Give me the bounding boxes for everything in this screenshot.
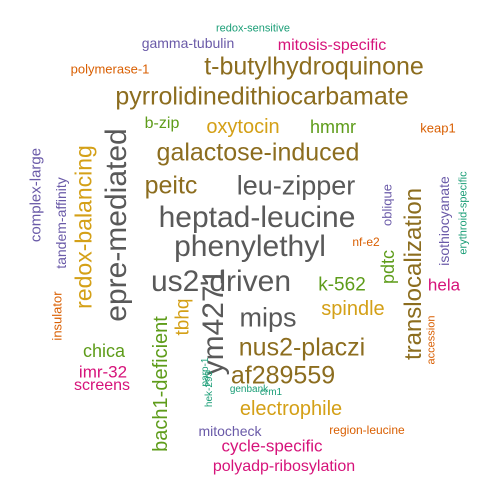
word-bach1-deficient: bach1-deficient: [150, 316, 172, 452]
word-us2-driven: us2-driven: [150, 265, 292, 298]
word-peitc: peitc: [144, 171, 198, 200]
word-mitocheck: mitocheck: [198, 423, 262, 439]
word-erythroid-specific: erythroid-specific: [457, 171, 470, 255]
word-leu-zipper: leu-zipper: [236, 170, 356, 201]
word-region-leucine: region-leucine: [329, 423, 405, 437]
word-translocalization: translocalization: [400, 187, 427, 361]
word-hmmr: hmmr: [310, 117, 356, 137]
word-phenylethyl: phenylethyl: [174, 230, 326, 263]
word-chica: chica: [82, 341, 126, 361]
word-oblique: oblique: [379, 184, 395, 226]
word-hek-293: hek-293: [204, 370, 215, 408]
word-polymerase-1: polymerase-1: [70, 61, 150, 77]
word-electrophile: electrophile: [239, 398, 343, 420]
word-mips: mips: [239, 302, 297, 333]
word-gamma-tubulin: gamma-tubulin: [141, 35, 235, 51]
word-hela: hela: [427, 275, 461, 295]
word-pdtc: pdtc: [378, 249, 398, 285]
word-cycle-specific: cycle-specific: [221, 436, 323, 456]
word-spindle: spindle: [321, 298, 385, 320]
word-af289559: af289559: [230, 361, 336, 390]
word-complex-large: complex-large: [27, 147, 45, 243]
word-redox-balancing: redox-balancing: [70, 145, 97, 309]
word-nf-e2: nf-e2: [352, 235, 380, 249]
word-isothiocyanate: isothiocyanate: [436, 176, 452, 266]
word-mitosis-specific: mitosis-specific: [277, 37, 387, 54]
word-b-zip: b-zip: [144, 115, 180, 132]
word-polyadp-ribosylation: polyadp-ribosylation: [212, 458, 356, 475]
word-insulator: insulator: [49, 291, 65, 341]
word-redox-sensitive: redox-sensitive: [216, 22, 290, 35]
word-pyrrolidinedithiocarbamate: pyrrolidinedithiocarbamate: [115, 82, 409, 111]
word-galactose-induced: galactose-induced: [156, 138, 360, 167]
word-screens: screens: [73, 377, 131, 394]
word-t-butylhydroquinone: t-butylhydroquinone: [204, 52, 424, 81]
word-k-562: k-562: [318, 274, 366, 296]
word-keap1: keap1: [420, 120, 456, 136]
word-tandem-affinity: tandem-affinity: [53, 177, 69, 269]
word-crm1: crm1: [259, 387, 283, 398]
word-oxytocin: oxytocin: [206, 116, 280, 138]
word-genbank: genbank: [229, 384, 269, 395]
word-heptad-leucine: heptad-leucine: [158, 201, 356, 234]
word-accession: accession: [425, 315, 438, 365]
word-nus2-placzi: nus2-placzi: [238, 333, 366, 362]
word-tbhq: tbhq: [172, 298, 194, 336]
word-imr-32: imr-32: [78, 362, 128, 382]
word-epre-mediated: epre-mediated: [100, 128, 133, 322]
